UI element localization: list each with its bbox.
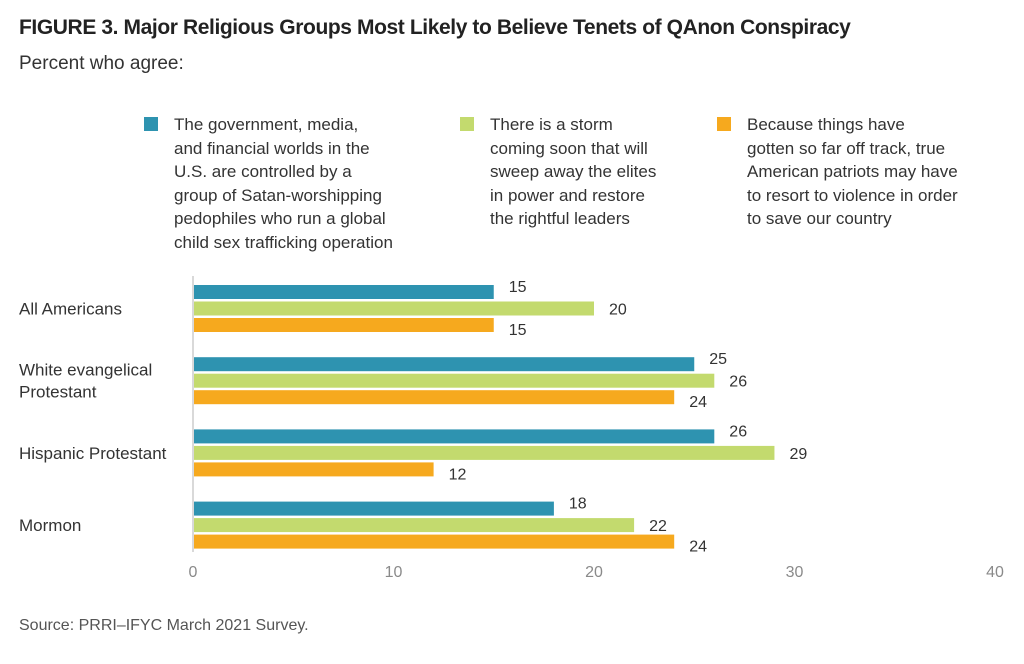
data-label: 25 — [709, 351, 727, 368]
bar — [194, 534, 675, 549]
bar — [194, 301, 594, 316]
bar — [194, 501, 554, 516]
x-tick-label: 0 — [189, 564, 198, 581]
legend-swatch-orange — [717, 117, 731, 131]
legend-swatch-green — [460, 117, 474, 131]
category-label: All Americans — [19, 300, 122, 319]
data-label: 20 — [609, 302, 627, 319]
data-label: 24 — [689, 539, 707, 556]
data-label: 22 — [649, 518, 667, 535]
x-tick-label: 30 — [786, 564, 804, 581]
data-label: 15 — [509, 279, 527, 296]
category-label: White evangelical Protestant — [19, 361, 152, 402]
chart-title: FIGURE 3. Major Religious Groups Most Li… — [19, 16, 851, 39]
legend-label: There is a storm coming soon that will s… — [490, 115, 657, 229]
bar — [194, 373, 715, 388]
category-label: Mormon — [19, 516, 81, 535]
x-tick-label: 20 — [585, 564, 603, 581]
x-tick-label: 40 — [986, 564, 1004, 581]
legend-item-violence: Because things have gotten so far off tr… — [717, 113, 958, 231]
data-label: 29 — [789, 446, 807, 463]
bar — [194, 462, 434, 477]
bar — [194, 357, 695, 372]
data-label: 26 — [729, 374, 747, 391]
bar — [194, 445, 775, 460]
bar — [194, 318, 494, 332]
chart-subtitle: Percent who agree: — [19, 53, 184, 74]
legend-item-storm: There is a storm coming soon that will s… — [460, 113, 656, 231]
legend-swatch-teal — [144, 117, 158, 131]
legend-label: The government, media, and financial wor… — [174, 115, 393, 252]
data-label: 15 — [509, 322, 527, 339]
data-label: 12 — [449, 466, 467, 483]
data-label: 26 — [729, 423, 747, 440]
bar — [194, 390, 675, 405]
legend-item-conspiracy: The government, media, and financial wor… — [144, 113, 393, 255]
data-label: 24 — [689, 394, 707, 411]
data-label: 18 — [569, 496, 587, 513]
legend-label: Because things have gotten so far off tr… — [747, 115, 958, 229]
bar — [194, 518, 635, 533]
bar — [194, 429, 715, 444]
category-label: Hispanic Protestant — [19, 444, 167, 463]
x-tick-label: 10 — [385, 564, 403, 581]
bar — [194, 285, 494, 299]
source-note: Source: PRRI–IFYC March 2021 Survey. — [19, 617, 309, 634]
